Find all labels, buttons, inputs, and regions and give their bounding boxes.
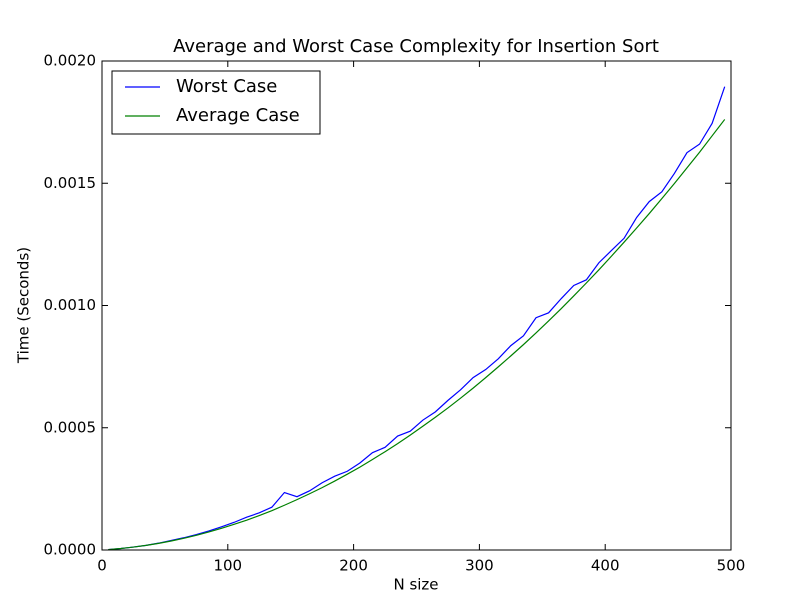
x-tick-label: 400 [591,557,620,575]
plot-frame [101,60,732,551]
data-line [108,86,726,551]
y-tick-label: 0.0005 [44,418,97,436]
x-tick-label: 300 [465,557,494,575]
y-tick-label: 0.0010 [44,296,97,314]
legend-label: Worst Case [176,76,277,97]
data-line [108,119,726,551]
y-tick-label: 0.0020 [44,52,97,70]
x-axis-label: N size [393,576,438,594]
x-tick-label: 100 [213,557,242,575]
x-tick-label: 0 [97,557,107,575]
x-tick-label: 200 [339,557,368,575]
legend-box [111,70,321,135]
y-tick-label: 0.0000 [44,541,97,559]
y-tick-label: 0.0015 [44,174,97,192]
chart-title: Average and Worst Case Complexity for In… [173,36,659,57]
y-axis-label: Time (Seconds) [15,247,33,364]
x-tick-label: 500 [717,557,746,575]
legend-label: Average Case [176,105,300,126]
